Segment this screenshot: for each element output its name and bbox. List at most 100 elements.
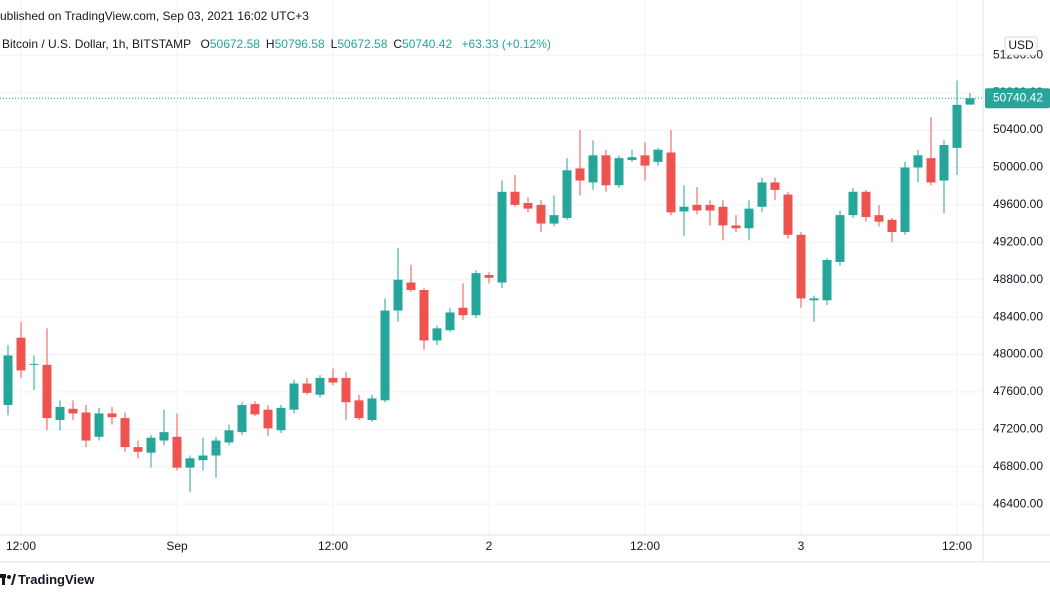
candle-body [614, 158, 624, 186]
candle-body [55, 406, 65, 420]
candle-body [237, 405, 247, 433]
candle-body [94, 413, 104, 437]
candle-body [354, 400, 364, 419]
logo-part [2, 578, 5, 585]
candle-body [42, 364, 52, 419]
candle-body [497, 191, 507, 283]
candle-body [757, 182, 767, 207]
candle-body [146, 437, 156, 453]
x-tick-label: 12:00 [630, 539, 660, 553]
ohlc-value: 50672.58 [209, 37, 260, 51]
candle-body [3, 355, 13, 406]
candle-body [874, 215, 884, 222]
candle-body [68, 408, 78, 414]
candle-body [328, 377, 338, 383]
brand: TradingView [18, 572, 95, 587]
logo-part [11, 574, 16, 585]
candle-body [172, 436, 182, 468]
candle-body [120, 418, 130, 448]
ohlc-letter: C [393, 37, 403, 51]
candle-body [926, 158, 936, 183]
x-tick-label: 12:00 [318, 539, 348, 553]
candle-body [861, 191, 871, 218]
footer-logo [0, 574, 16, 585]
candle-body [523, 203, 533, 209]
candle-body [107, 413, 117, 418]
ohlc-value: 50740.42 [402, 37, 453, 51]
ohlc-letter: L [330, 37, 338, 51]
candle-body [315, 377, 325, 395]
candle-body [185, 458, 195, 468]
candle-body [601, 155, 611, 186]
candle-body [367, 398, 377, 420]
ohlc-letter: O [200, 37, 210, 51]
candle-body [406, 282, 416, 290]
candle-body [913, 155, 923, 168]
candle-body [900, 167, 910, 232]
y-tick-label: 50000.00 [993, 160, 1043, 174]
candle-body [549, 215, 559, 224]
y-tick-label: 47600.00 [993, 384, 1043, 398]
legend: Bitcoin / U.S. Dollar, 1h, BITSTAMP O506… [2, 37, 551, 51]
candle-body [679, 206, 689, 212]
candle-body [198, 455, 208, 461]
grid [0, 0, 983, 535]
candle-body [692, 204, 702, 211]
candle-body [263, 409, 273, 429]
candle-body [276, 407, 286, 431]
logo-part [0, 574, 6, 578]
candle-body [666, 152, 676, 213]
logo-part [7, 575, 11, 579]
candle-body [289, 383, 299, 410]
currency-badge [1004, 36, 1038, 56]
candle-body [705, 204, 715, 211]
candle-body [965, 98, 975, 105]
candle-body [718, 206, 728, 226]
candle-body [445, 312, 455, 331]
candle-body [250, 404, 260, 415]
candle-body [510, 191, 520, 205]
candle-body [835, 215, 845, 262]
y-tick-label: 46800.00 [993, 459, 1043, 473]
published-note: ublished on TradingView.com, Sep 03, 202… [0, 9, 309, 23]
candle-body [419, 289, 429, 341]
candle-body [809, 298, 819, 301]
ohlc-value: 50672.58 [337, 37, 388, 51]
x-tick-label: 3 [798, 539, 805, 553]
x-tick-label: Sep [166, 539, 188, 553]
x-tick-label: 2 [486, 539, 493, 553]
last-price-badge [985, 88, 1050, 109]
candle-body [341, 377, 351, 403]
x-tick-label: 12:00 [6, 539, 36, 553]
candle-body [627, 157, 637, 160]
candle-body [211, 440, 221, 456]
candle-body [796, 234, 806, 299]
candle-body [731, 225, 741, 229]
change: +63.33 (+0.12%) [461, 37, 551, 51]
symbol-title: Bitcoin / U.S. Dollar, 1h, BITSTAMP [2, 37, 192, 51]
x-tick-label: 12:00 [942, 539, 972, 553]
candle-body [380, 310, 390, 401]
y-tick-label: 50400.00 [993, 122, 1043, 136]
candle-body [848, 191, 858, 216]
y-tick-label: 48000.00 [993, 347, 1043, 361]
y-tick-label: 49200.00 [993, 234, 1043, 248]
currency-label: USD [1008, 38, 1034, 52]
candle-body [432, 328, 442, 341]
candle-body [81, 412, 91, 441]
ohlc-value: 50796.58 [274, 37, 325, 51]
y-tick-label: 47200.00 [993, 421, 1043, 435]
candle-body [536, 204, 546, 224]
candle-body [783, 194, 793, 235]
candle-body [458, 307, 468, 316]
candle-body [575, 168, 585, 181]
candle-body [770, 182, 780, 190]
candle-body [887, 219, 897, 232]
y-tick-label: 46400.00 [993, 496, 1043, 510]
y-tick-label: 48400.00 [993, 309, 1043, 323]
candle-body [562, 170, 572, 218]
candle-body [471, 273, 481, 316]
candle-body [822, 260, 832, 301]
candle-body [744, 208, 754, 229]
